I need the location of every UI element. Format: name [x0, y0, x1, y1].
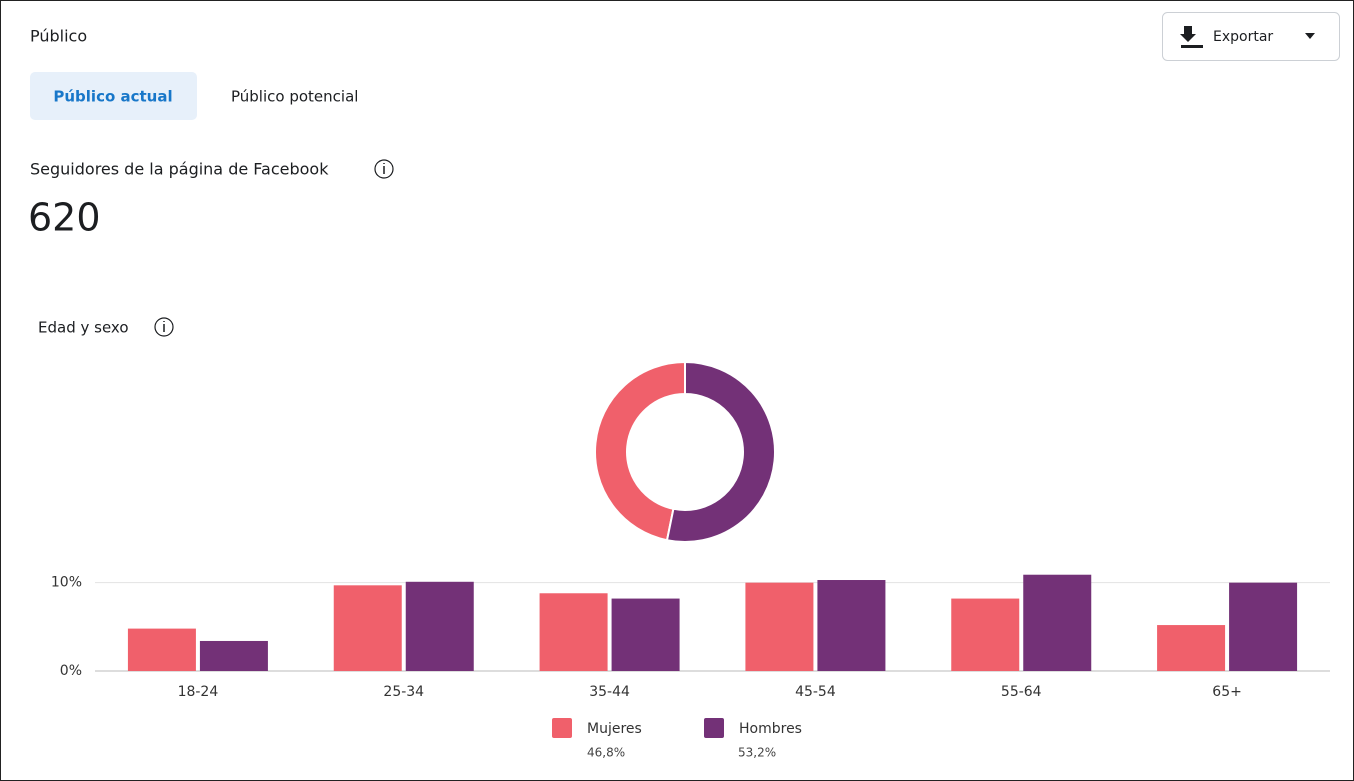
x-tick-label: 45-54 [795, 684, 836, 700]
donut-slice [665, 360, 776, 543]
info-icon[interactable] [154, 317, 174, 337]
bar [951, 598, 1020, 671]
x-tick-label: 18-24 [178, 684, 219, 700]
legend-swatch [704, 718, 724, 738]
bar [199, 640, 268, 671]
panel-title: Público [30, 27, 87, 46]
y-tick-label: 0% [60, 663, 82, 679]
followers-value: 620 [28, 196, 101, 240]
followers-label: Seguidores de la página de Facebook [30, 160, 329, 179]
bar [1023, 574, 1092, 671]
bar [611, 598, 680, 671]
bar [405, 581, 474, 671]
download-icon [1180, 26, 1203, 48]
export-label[interactable]: Exportar [1213, 29, 1273, 45]
bar [127, 628, 196, 671]
info-icon[interactable] [374, 159, 394, 179]
x-tick-label: 25-34 [383, 684, 424, 700]
chart-title: Edad y sexo [38, 319, 129, 337]
legend-share: 46,8% [587, 746, 625, 760]
bar [539, 593, 608, 671]
x-tick-label: 35-44 [589, 684, 630, 700]
legend-share: 53,2% [738, 746, 776, 760]
active-tab-bg[interactable] [30, 72, 197, 120]
x-tick-label: 65+ [1212, 684, 1242, 700]
legend-label: Mujeres [587, 721, 642, 737]
bar [1157, 625, 1226, 671]
bar [745, 582, 814, 671]
dropdown-caret [1305, 33, 1315, 39]
tab[interactable]: Público potencial [231, 88, 358, 106]
export-button[interactable]: Exportar [1162, 12, 1340, 61]
donut-slice [594, 360, 686, 542]
x-tick-label: 55-64 [1001, 684, 1042, 700]
bar [333, 585, 402, 671]
y-tick-label: 10% [51, 575, 82, 591]
legend-swatch [552, 718, 572, 738]
legend-label: Hombres [739, 721, 802, 737]
bar [817, 580, 886, 671]
tab-active[interactable]: Público actual [53, 88, 172, 106]
bar [1229, 582, 1298, 671]
export-button-frame[interactable] [1162, 12, 1340, 61]
